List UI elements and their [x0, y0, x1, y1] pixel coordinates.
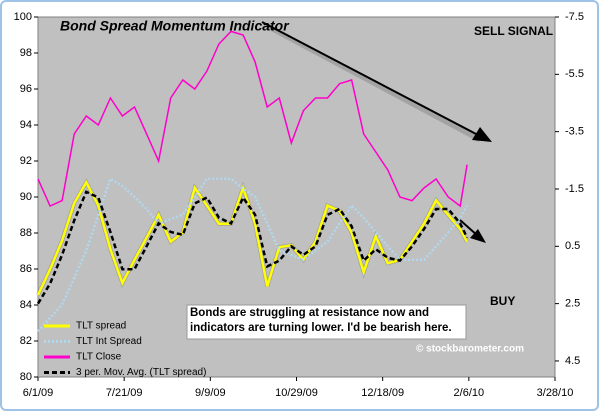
buy-label: BUY: [490, 294, 515, 308]
x-tick-label: 7/21/09: [106, 387, 143, 399]
series-line: [37, 176, 469, 333]
y-tick-label: 82: [20, 335, 32, 347]
x-tick-label: 12/18/09: [361, 387, 404, 399]
y2-tick-label: -7.5: [565, 11, 584, 23]
x-tick-label: 9/9/09: [195, 387, 226, 399]
marks: [36, 30, 469, 333]
y-tick-label: 98: [20, 47, 32, 59]
y2-tick-label: 4.5: [565, 355, 580, 367]
legend-label: TLT Int Spread: [76, 336, 142, 347]
arrow-head: [470, 229, 486, 243]
legend-label: TLT spread: [76, 321, 126, 332]
x-tick-label: 6/1/09: [23, 387, 54, 399]
y-tick-label: 88: [20, 227, 32, 239]
legend-label: 3 per. Mov. Avg. (TLT spread): [76, 367, 206, 378]
y2-tick-label: -5.5: [565, 68, 584, 80]
sell-label: SELL SIGNAL: [474, 24, 553, 38]
y-tick-label: 80: [20, 371, 32, 383]
y2-tick-label: -3.5: [565, 126, 584, 138]
y-tick-label: 96: [20, 83, 32, 95]
note-text: Bonds are struggling at resistance now a…: [190, 307, 452, 334]
chart-title: Bond Spread Momentum Indicator: [60, 18, 290, 34]
y-tick-label: 100: [14, 11, 32, 23]
x-tick-label: 10/29/09: [275, 387, 318, 399]
y-tick-label: 90: [20, 191, 32, 203]
sell-arrow: [261, 21, 479, 136]
x-tick-label: 3/28/10: [537, 387, 574, 399]
arrow-shadow: [263, 22, 482, 143]
x-tick-label: 2/6/10: [454, 387, 485, 399]
series-line: [37, 30, 468, 208]
y2-tick-label: -1.5: [565, 183, 584, 195]
note-box: [186, 304, 467, 340]
series-line: [36, 190, 469, 305]
arrow-head: [472, 127, 492, 142]
y-tick-label: 84: [20, 299, 32, 311]
y-tick-label: 94: [20, 119, 32, 131]
y2-tick-label: 2.5: [565, 298, 580, 310]
credit: © stockbarometer.com: [416, 344, 524, 355]
note: Bonds are struggling at resistance now a…: [190, 307, 452, 334]
y2-tick-label: 0.5: [565, 240, 580, 252]
y-tick-label: 92: [20, 155, 32, 167]
legend-label: TLT Close: [76, 352, 122, 363]
y-tick-label: 86: [20, 263, 32, 275]
